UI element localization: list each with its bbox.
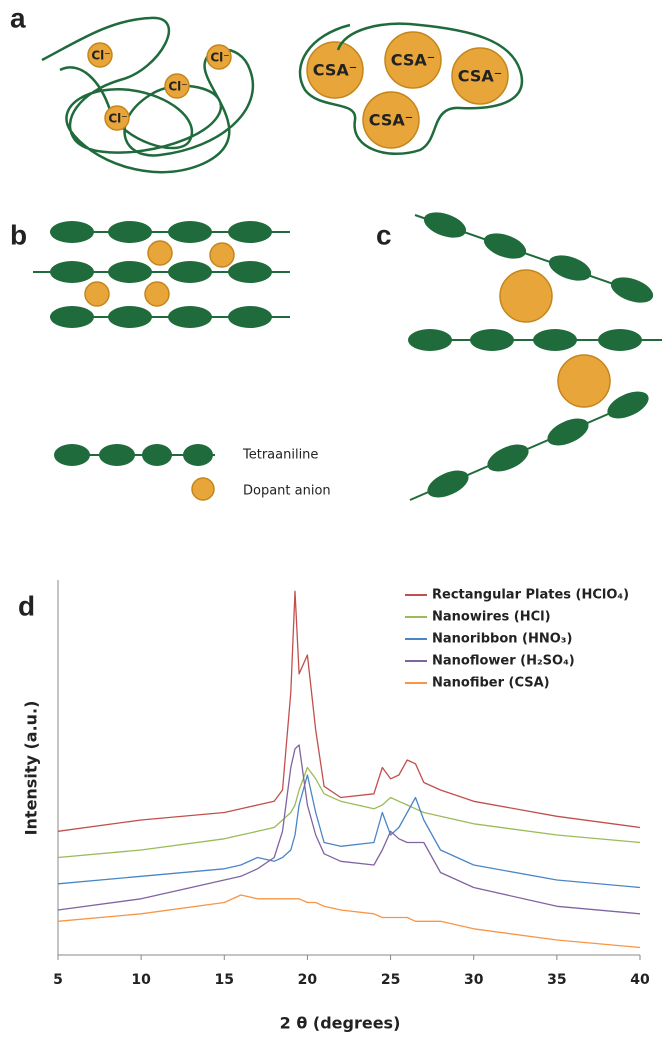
data-line [57,894,641,949]
ion-label: CSA⁻ [391,51,435,70]
y-axis-label: Intensity (a.u.) [22,701,41,836]
diagram-legend: Tetraaniline Dopant anion [54,444,331,501]
x-tick-label: 20 [298,972,318,988]
panel-label: b [10,219,27,250]
ion-label: CSA⁻ [369,111,413,130]
ion-label: CSA⁻ [313,61,357,80]
x-tick-label: 30 [464,972,484,988]
data-line [57,590,641,832]
panel-c [408,212,662,501]
legend-label: Nanoflower (H₂SO₄) [432,654,575,669]
x-tick-label: 25 [381,972,400,988]
legend-label: Nanoribbon (HNO₃) [432,632,572,647]
ion-label: Cl⁻ [91,49,110,63]
legend-label: Nanowires (HCl) [432,610,551,625]
tangle-right: CSA⁻ CSA⁻ CSA⁻ CSA⁻ [298,22,524,155]
data-line [57,766,641,859]
x-axis-label: 2 θ (degrees) [280,1014,401,1033]
x-tick-label: 5 [53,972,63,988]
chart: 2 θ (degrees) Intensity (a.u.) 5 10 15 20 25… [22,580,650,1033]
x-tick-label: 15 [215,972,234,988]
tangle-left: Cl⁻ Cl⁻ Cl⁻ Cl⁻ [41,16,255,174]
x-tick-label: 10 [131,972,151,988]
ion-label: Cl⁻ [168,80,187,94]
panel-label: d [18,590,35,621]
ion-label: CSA⁻ [458,67,502,86]
data-line [57,774,641,889]
legend-label: Dopant anion [243,484,331,499]
panel-b [33,221,290,328]
data-line [57,744,641,915]
panel-label: c [376,219,392,250]
ion-label: Cl⁻ [108,112,127,126]
legend-label: Rectangular Plates (HClO₄) [432,588,629,603]
legend-label: Tetraaniline [242,448,318,463]
x-tick-label: 40 [630,972,650,988]
legend-label: Nanofiber (CSA) [432,676,550,691]
ion-label: Cl⁻ [210,51,229,65]
x-tick-label: 35 [547,972,566,988]
panel-label: a [10,2,26,33]
